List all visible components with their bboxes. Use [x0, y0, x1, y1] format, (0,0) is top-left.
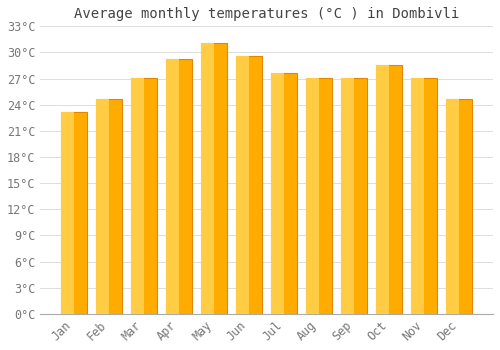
Bar: [236, 56, 249, 314]
Bar: [376, 65, 402, 314]
Bar: [96, 99, 122, 314]
Bar: [236, 56, 262, 314]
Bar: [411, 78, 438, 314]
Bar: [411, 78, 424, 314]
Bar: [201, 43, 228, 314]
Bar: [131, 78, 144, 314]
Bar: [131, 78, 157, 314]
Bar: [271, 74, 284, 314]
Bar: [166, 60, 179, 314]
Title: Average monthly temperatures (°C ) in Dombivli: Average monthly temperatures (°C ) in Do…: [74, 7, 460, 21]
Bar: [61, 112, 74, 314]
Bar: [306, 78, 332, 314]
Bar: [96, 99, 109, 314]
Bar: [271, 74, 297, 314]
Bar: [376, 65, 390, 314]
Bar: [341, 78, 354, 314]
Bar: [166, 60, 192, 314]
Bar: [201, 43, 214, 314]
Bar: [61, 112, 87, 314]
Bar: [306, 78, 319, 314]
Bar: [446, 99, 460, 314]
Bar: [341, 78, 367, 314]
Bar: [446, 99, 472, 314]
